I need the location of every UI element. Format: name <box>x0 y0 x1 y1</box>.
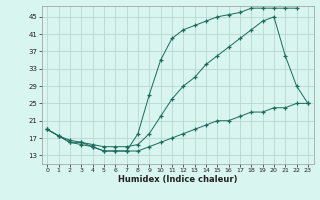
X-axis label: Humidex (Indice chaleur): Humidex (Indice chaleur) <box>118 175 237 184</box>
